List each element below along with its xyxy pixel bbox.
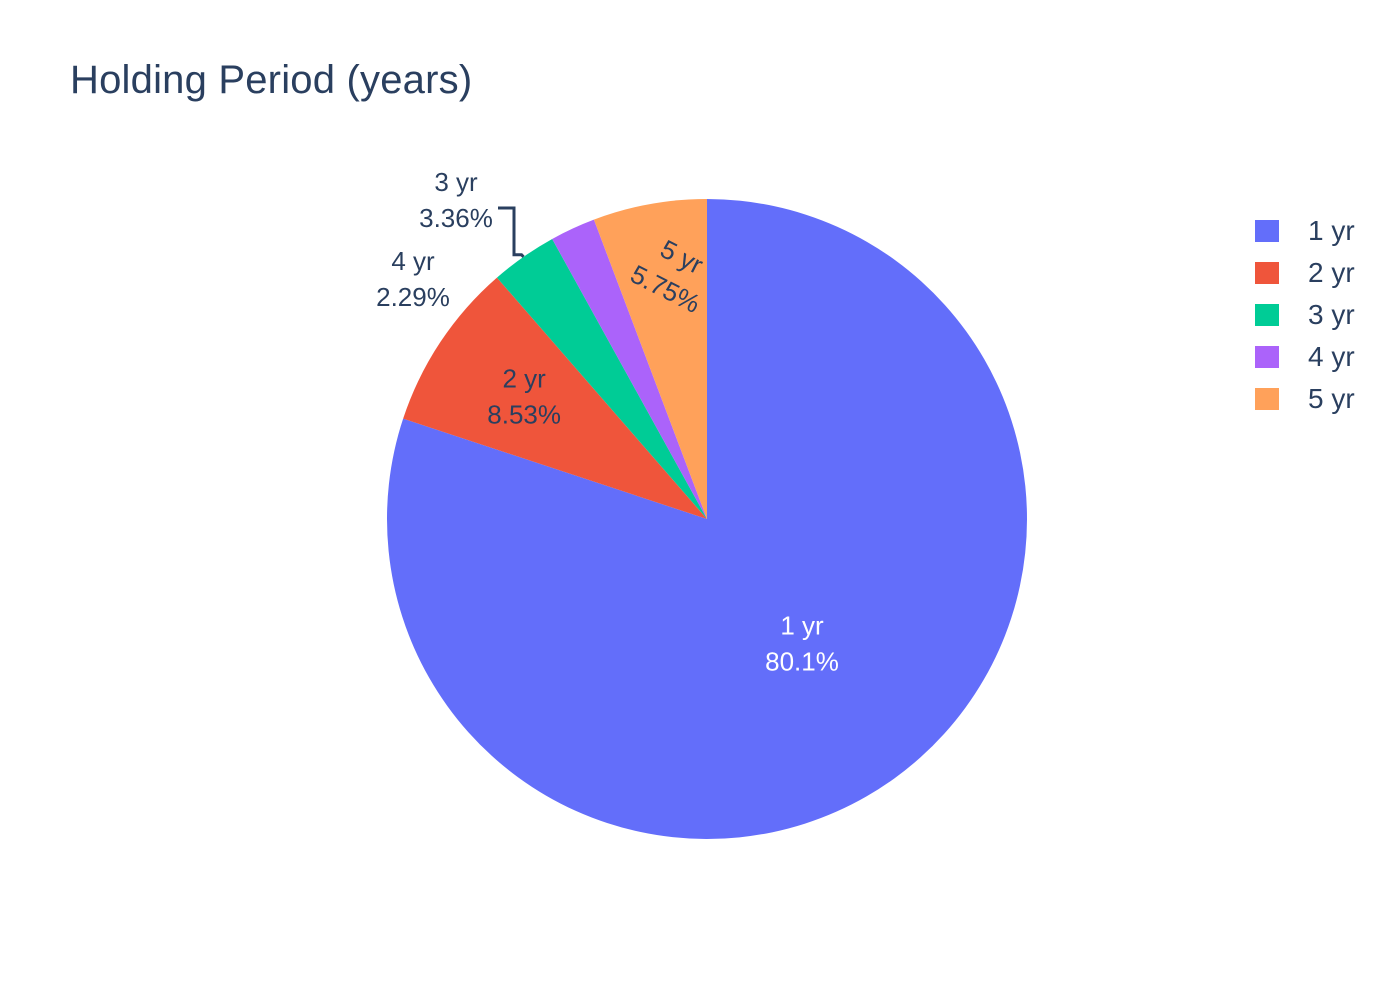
legend: 1 yr 2 yr 3 yr 4 yr 5 yr [1255, 210, 1395, 420]
legend-label: 3 yr [1308, 299, 1355, 330]
slice-3-yr-label: 3 yr 3.36% [419, 167, 493, 233]
slice-4-yr-label: 4 yr 2.29% [376, 246, 450, 312]
legend-label: 1 yr [1308, 215, 1355, 246]
legend-label: 2 yr [1308, 257, 1355, 288]
slice-2-yr-label: 2 yr 8.53% [487, 363, 561, 429]
legend-swatch [1255, 262, 1279, 284]
slice-4-yr-percent-text: 2.29% [376, 282, 450, 312]
chart-title: Holding Period (years) [70, 58, 473, 102]
legend-label: 4 yr [1308, 341, 1355, 372]
legend-swatch [1255, 346, 1279, 368]
pie-slice-4-yr[interactable] [552, 219, 707, 519]
slice-1-yr-category-text: 1 yr [780, 610, 824, 640]
pie-slice-2-yr[interactable] [403, 277, 707, 519]
legend-item-1-yr[interactable]: 1 yr [1255, 210, 1395, 252]
slice-2-yr-category-text: 2 yr [502, 363, 546, 393]
legend-label: 5 yr [1308, 383, 1355, 414]
slice-4-yr-category-text: 4 yr [391, 246, 435, 276]
slice-3-yr-connector-line [498, 206, 525, 258]
legend-item-4-yr[interactable]: 4 yr [1255, 336, 1395, 378]
pie-slice-5-yr[interactable] [593, 199, 707, 519]
legend-swatch [1255, 304, 1279, 326]
legend-item-2-yr[interactable]: 2 yr [1255, 252, 1395, 294]
pie-slices [387, 199, 1027, 839]
legend-item-3-yr[interactable]: 3 yr [1255, 294, 1395, 336]
slice-1-yr-percent-text: 80.1% [765, 646, 839, 676]
pie-slice-3-yr[interactable] [496, 238, 707, 520]
slice-3-yr-category-text: 3 yr [434, 167, 478, 197]
slice-2-yr-percent-text: 8.53% [487, 399, 561, 429]
legend-swatch [1255, 220, 1279, 242]
slice-3-yr-percent-text: 3.36% [419, 203, 493, 233]
slice-1-yr-label: 1 yr 80.1% [765, 610, 839, 676]
legend-swatch [1255, 388, 1279, 410]
legend-item-5-yr[interactable]: 5 yr [1255, 378, 1395, 420]
